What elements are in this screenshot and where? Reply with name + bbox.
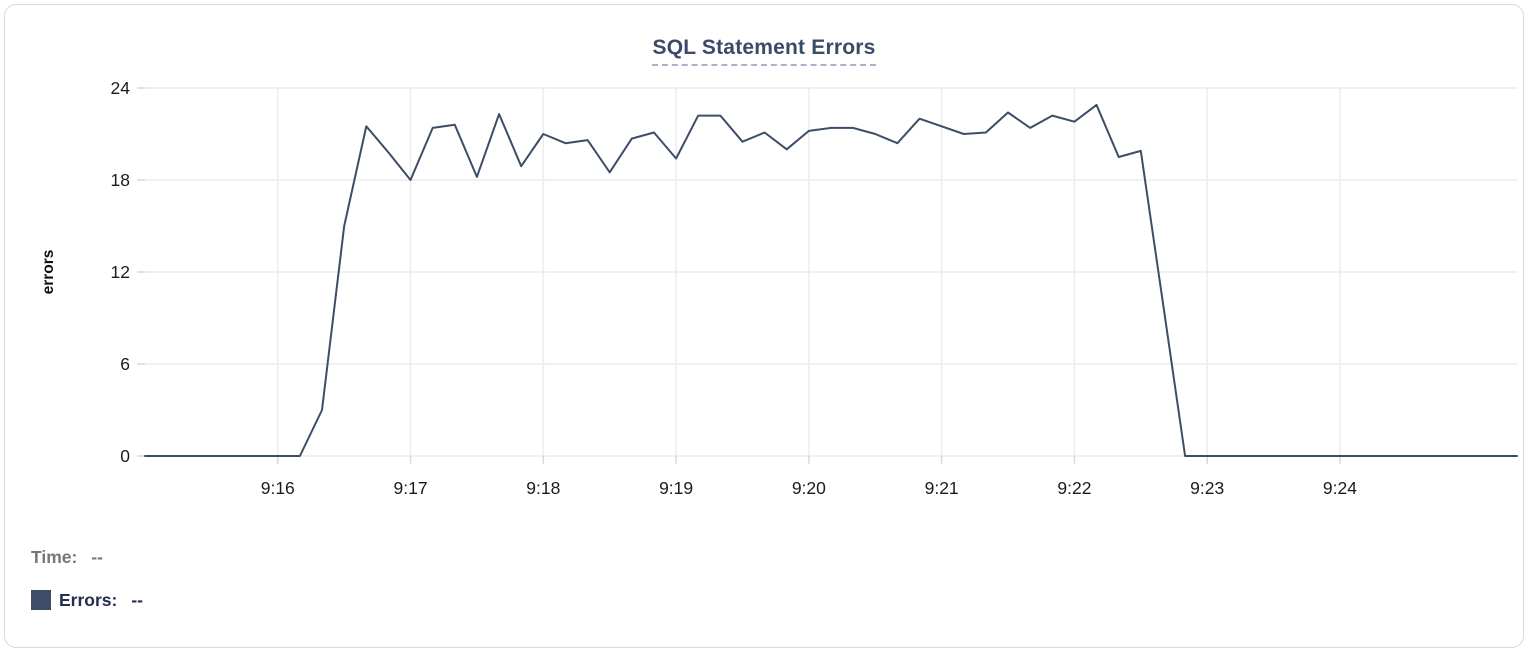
y-tick-label: 18: [111, 170, 130, 190]
tooltip-time-label: Time:: [31, 546, 78, 567]
chart-header: SQL Statement Errors: [5, 36, 1523, 66]
x-tick-label: 9:24: [1323, 478, 1357, 498]
tooltip-errors-label: Errors:: [59, 589, 118, 610]
x-tick-label: 9:19: [659, 478, 693, 498]
errors-series-swatch-icon: [31, 590, 51, 610]
tooltip-errors-value: --: [131, 589, 144, 610]
x-tick-labels: 9:16 9:17 9:18 9:19 9:20 9:21 9:22 9:23 9:24: [261, 478, 1358, 498]
y-tick-labels: 0 6 12 18 24: [111, 78, 131, 466]
x-gridlines: [277, 88, 1341, 464]
x-tick-label: 9:22: [1057, 478, 1091, 498]
x-tick-label: 9:16: [261, 478, 295, 498]
y-tick-label: 24: [111, 78, 131, 98]
x-tick-label: 9:17: [394, 478, 428, 498]
x-tick-label: 9:20: [792, 478, 826, 498]
hover-tooltip-legend: Time: -- Errors: --: [31, 545, 143, 612]
y-tick-label: 6: [120, 354, 130, 374]
tooltip-time-row: Time: --: [31, 545, 143, 569]
y-tick-label: 12: [111, 262, 130, 282]
x-tick-label: 9:23: [1190, 478, 1224, 498]
y-tick-label: 0: [120, 446, 130, 466]
series-line: [144, 103, 1518, 457]
x-tick-label: 9:21: [925, 478, 959, 498]
x-tick-label: 9:18: [526, 478, 560, 498]
tooltip-errors-row: Errors: --: [31, 588, 143, 612]
y-axis-label: errors: [40, 250, 57, 295]
errors-line: [144, 103, 1518, 457]
tooltip-time-value: --: [91, 546, 104, 567]
y-gridlines: [137, 87, 1517, 457]
y-axis-title: errors: [40, 250, 57, 295]
chart-card: SQL Statement Errors 0 6 12 18 24 9:16 9:17 9:…: [4, 4, 1524, 648]
chart-title[interactable]: SQL Statement Errors: [652, 36, 876, 66]
chart-svg[interactable]: 0 6 12 18 24 9:16 9:17 9:18 9:19 9:20 9:21 9:22 9:2…: [5, 5, 1524, 510]
